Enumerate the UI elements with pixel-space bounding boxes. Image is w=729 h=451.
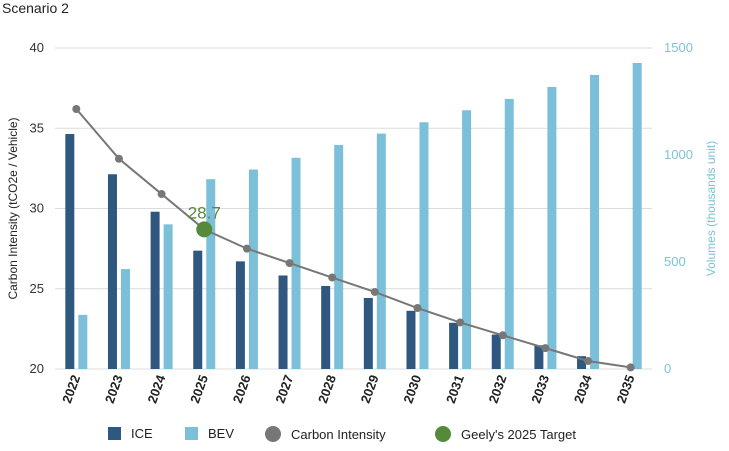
legend-swatch-bev xyxy=(185,427,198,440)
y-tick-label: 20 xyxy=(30,361,44,376)
legend-swatch-geely-target xyxy=(435,426,451,442)
legend-label-ice: ICE xyxy=(131,426,153,441)
legend-label-geely-target: Geely's 2025 Target xyxy=(461,426,576,442)
bar-bev xyxy=(419,122,429,370)
point-carbon-intensity xyxy=(285,259,294,268)
chart-legend: ICE BEV Carbon Intensity Geely's 2025 Ta… xyxy=(0,426,729,446)
point-carbon-intensity xyxy=(498,331,507,340)
y-tick-label: 40 xyxy=(30,40,44,55)
point-carbon-intensity xyxy=(114,154,123,163)
x-tick-label: 2023 xyxy=(102,373,126,405)
legend-item-geely-target: Geely's 2025 Target xyxy=(435,426,576,442)
point-carbon-intensity xyxy=(456,318,465,327)
bar-bev xyxy=(206,179,216,369)
y2-tick-label: 0 xyxy=(664,361,671,376)
bar-bev xyxy=(504,98,514,369)
bar-ice xyxy=(363,297,373,369)
bar-ice xyxy=(235,261,245,369)
x-tick-label: 2035 xyxy=(614,373,638,405)
y-tick-label: 25 xyxy=(30,281,44,296)
bar-ice xyxy=(534,345,544,369)
bar-bev xyxy=(334,144,344,369)
y-tick-label: 30 xyxy=(30,201,44,216)
x-tick-label: 2030 xyxy=(400,373,424,405)
legend-label-carbon-intensity: Carbon Intensity xyxy=(291,426,386,442)
bar-bev xyxy=(291,157,301,369)
x-tick-label: 2027 xyxy=(272,373,296,405)
legend-swatch-carbon-intensity xyxy=(265,426,281,442)
y2-tick-label: 500 xyxy=(664,254,686,269)
target-label: 28.7 xyxy=(188,203,221,222)
x-tick-label: 2024 xyxy=(144,372,168,405)
x-tick-label: 2025 xyxy=(187,373,211,405)
bar-ice xyxy=(406,310,416,369)
bar-bev xyxy=(120,269,130,369)
bar-ice xyxy=(321,285,331,369)
target-marker xyxy=(196,221,213,238)
bar-bev xyxy=(78,314,88,369)
x-tick-label: 2031 xyxy=(443,373,467,405)
point-carbon-intensity xyxy=(157,190,166,199)
bar-bev xyxy=(376,133,386,369)
point-carbon-intensity xyxy=(584,356,593,365)
x-tick-label: 2033 xyxy=(528,373,552,405)
point-carbon-intensity xyxy=(370,287,379,296)
point-carbon-intensity xyxy=(413,304,422,313)
legend-item-ice: ICE xyxy=(108,426,153,441)
legend-label-bev: BEV xyxy=(208,426,235,441)
point-carbon-intensity xyxy=(72,104,81,113)
bar-bev xyxy=(462,110,472,370)
x-tick-label: 2029 xyxy=(358,373,382,405)
point-carbon-intensity xyxy=(541,344,550,353)
legend-swatch-ice xyxy=(108,427,121,440)
line-carbon-intensity xyxy=(75,108,631,369)
legend-item-bev: BEV xyxy=(185,426,234,441)
chart-title: Scenario 2 xyxy=(2,0,69,16)
y2-axis-label: Volumes (thousands unit) xyxy=(704,141,718,276)
x-tick-label: 2026 xyxy=(230,373,254,405)
bar-ice xyxy=(449,322,459,369)
y-axis-label: Carbon Intensity (tCO2e / Vehicle) xyxy=(6,117,20,299)
x-tick-label: 2032 xyxy=(486,373,510,405)
point-carbon-intensity xyxy=(626,363,635,372)
y2-tick-label: 1500 xyxy=(664,40,693,55)
bar-ice xyxy=(107,174,117,369)
bar-bev xyxy=(248,169,258,369)
x-tick-label: 2028 xyxy=(315,373,339,405)
legend-item-carbon-intensity: Carbon Intensity xyxy=(265,426,386,442)
bar-ice xyxy=(150,211,160,369)
bar-ice xyxy=(65,134,75,369)
y-tick-label: 35 xyxy=(30,120,44,135)
bar-bev xyxy=(590,74,600,370)
bar-ice xyxy=(193,250,203,369)
y2-tick-label: 1000 xyxy=(664,147,693,162)
bar-ice xyxy=(491,334,501,369)
x-tick-label: 2034 xyxy=(571,372,595,405)
bar-ice xyxy=(577,356,587,369)
bar-ice xyxy=(278,275,288,369)
bar-bev xyxy=(632,62,642,369)
x-tick-label: 2022 xyxy=(59,373,83,405)
point-carbon-intensity xyxy=(242,244,251,253)
bar-bev xyxy=(163,224,173,369)
bar-bev xyxy=(547,86,557,369)
point-carbon-intensity xyxy=(328,273,337,282)
